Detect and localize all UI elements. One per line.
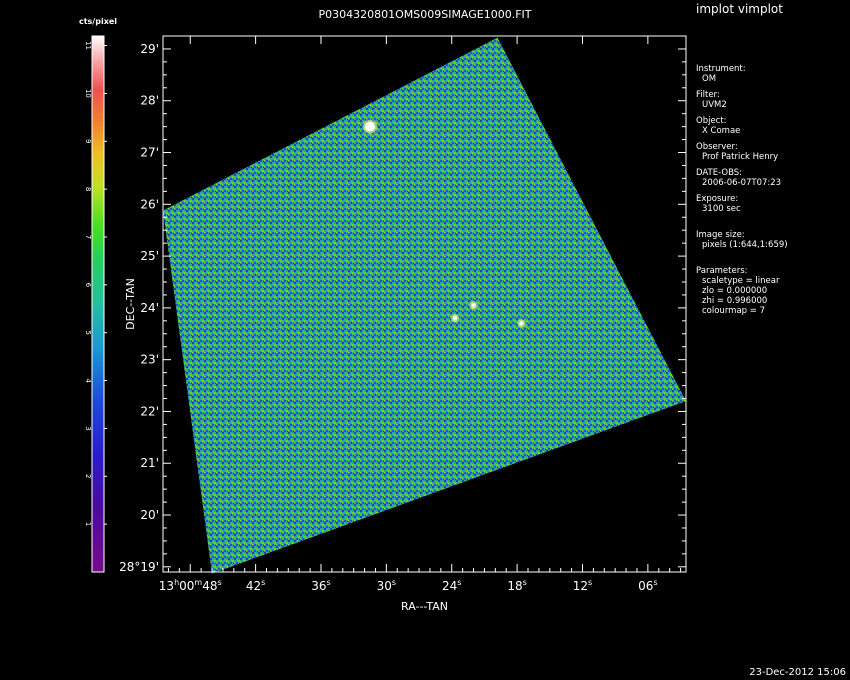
colorbar-tick-label: 5 bbox=[84, 330, 92, 334]
meta-key: Observer: bbox=[696, 142, 738, 152]
colorbar-gradient bbox=[91, 35, 105, 573]
app-title: implot vimplot bbox=[696, 2, 783, 16]
colorbar-tick-label: 4 bbox=[84, 378, 92, 383]
image-size-value: pixels (1:644,1:659) bbox=[702, 240, 788, 250]
source-point bbox=[452, 316, 458, 321]
x-tick-label: 30s bbox=[377, 578, 396, 593]
ra-hours: 13 bbox=[159, 579, 174, 593]
x-axis-label: RA---TAN bbox=[401, 600, 448, 613]
y-tick-label: 20' bbox=[140, 508, 159, 522]
colorbar: 1 2 3 4 5 6 7 8 9 10 11 cts/pixel bbox=[79, 17, 117, 573]
meta-value: Prof Patrick Henry bbox=[702, 152, 779, 162]
colorbar-tick-label: 10 bbox=[84, 89, 92, 98]
meta-value: X Comae bbox=[702, 126, 741, 136]
parameter-line: zlo = 0.000000 bbox=[702, 286, 768, 296]
colorbar-tick-label: 6 bbox=[84, 283, 92, 288]
sources bbox=[363, 119, 526, 328]
meta-key: Exposure: bbox=[696, 194, 739, 204]
ra-minutes-unit: m bbox=[194, 578, 202, 587]
ra-minutes: 00 bbox=[179, 579, 194, 593]
ra-seconds-unit: s bbox=[392, 578, 396, 587]
y-tick-label: 28°19' bbox=[119, 560, 159, 574]
y-tick-label: 21' bbox=[140, 456, 159, 470]
colorbar-tick-label: 7 bbox=[84, 235, 92, 239]
source-point bbox=[365, 121, 376, 132]
ra-seconds: 12 bbox=[573, 579, 588, 593]
ra-seconds-unit: s bbox=[261, 578, 265, 587]
x-tick-label: 42s bbox=[246, 578, 265, 593]
y-tick-label: 25' bbox=[140, 249, 159, 263]
ra-seconds-unit: s bbox=[457, 578, 461, 587]
source-point bbox=[519, 321, 524, 326]
y-tick-label: 23' bbox=[140, 353, 159, 367]
meta-value: 3100 sec bbox=[702, 204, 741, 214]
parameters-key: Parameters: bbox=[696, 266, 748, 276]
timestamp: 23-Dec-2012 15:06 bbox=[749, 667, 846, 678]
x-tick-label: 18s bbox=[507, 578, 526, 593]
sky-image bbox=[163, 37, 686, 574]
colorbar-tick-label: 3 bbox=[84, 426, 92, 430]
colorbar-tick-label: 11 bbox=[84, 41, 92, 50]
parameter-line: scaletype = linear bbox=[702, 276, 780, 286]
y-tick-label: 24' bbox=[140, 301, 159, 315]
y-axis-ticks: 28°19' 20' 21' 22' 23' 24' 25' 26' 27' 28' 29' bbox=[119, 42, 686, 574]
ra-seconds-unit: s bbox=[588, 578, 592, 587]
metadata-list: Instrument: OM Filter: UVM2 Object: X Comae Ob… bbox=[696, 64, 846, 214]
ra-seconds: 30 bbox=[377, 579, 392, 593]
y-tick-label: 29' bbox=[140, 42, 159, 56]
source-point bbox=[471, 303, 476, 308]
ra-seconds-unit: s bbox=[523, 578, 527, 587]
x-axis-ticks: 13h00m48s 42s 36s 30s 24s 18s 12s 06s bbox=[159, 36, 682, 593]
meta-value: OM bbox=[702, 74, 717, 84]
colorbar-tick-label: 2 bbox=[84, 474, 92, 478]
x-tick-label: 36s bbox=[311, 578, 330, 593]
ra-seconds: 18 bbox=[507, 579, 522, 593]
y-axis-label: DEC--TAN bbox=[124, 278, 137, 330]
colorbar-tick-label: 1 bbox=[84, 522, 92, 526]
ra-seconds: 06 bbox=[638, 579, 653, 593]
colorbar-tick-label: 9 bbox=[84, 139, 92, 143]
ra-hours-unit: h bbox=[174, 578, 179, 587]
plot-title: P0304320801OMS009SIMAGE1000.FIT bbox=[318, 8, 532, 21]
meta-key: DATE-OBS: bbox=[696, 168, 743, 178]
x-tick-label: 12s bbox=[573, 578, 592, 593]
ra-seconds: 48 bbox=[202, 579, 217, 593]
image-size-key: Image size: bbox=[696, 230, 745, 240]
meta-key: Object: bbox=[696, 116, 727, 126]
x-tick-label: 06s bbox=[638, 578, 657, 593]
meta-key: Filter: bbox=[696, 90, 720, 100]
y-tick-label: 27' bbox=[140, 146, 159, 160]
parameter-line: zhi = 0.996000 bbox=[702, 296, 768, 306]
x-tick-label: 13h00m48s bbox=[159, 578, 222, 593]
y-tick-label: 26' bbox=[140, 197, 159, 211]
x-tick-label: 24s bbox=[442, 578, 461, 593]
metadata-panel: Instrument: OM Filter: UVM2 Object: X Comae Ob… bbox=[696, 58, 846, 316]
ra-seconds-unit: s bbox=[653, 578, 657, 587]
plot-frame bbox=[162, 35, 687, 573]
ra-seconds: 24 bbox=[442, 579, 457, 593]
colorbar-label: cts/pixel bbox=[79, 17, 117, 26]
ra-seconds: 42 bbox=[246, 579, 261, 593]
ra-seconds-unit: s bbox=[327, 578, 331, 587]
y-tick-label: 28' bbox=[140, 94, 159, 108]
parameters-list: scaletype = linear zlo = 0.000000 zhi = 0.… bbox=[696, 276, 846, 316]
image-footprint bbox=[163, 37, 686, 574]
meta-key: Instrument: bbox=[696, 64, 746, 74]
colorbar-ticks: 1 2 3 4 5 6 7 8 9 10 11 bbox=[84, 41, 107, 526]
meta-value: 2006-06-07T07:23 bbox=[702, 178, 782, 188]
y-tick-label: 22' bbox=[140, 404, 159, 418]
ra-seconds-unit: s bbox=[218, 578, 222, 587]
parameter-line: colourmap = 7 bbox=[702, 306, 765, 316]
colorbar-tick-label: 8 bbox=[84, 187, 92, 191]
meta-value: UVM2 bbox=[702, 100, 727, 110]
ra-seconds: 36 bbox=[311, 579, 326, 593]
